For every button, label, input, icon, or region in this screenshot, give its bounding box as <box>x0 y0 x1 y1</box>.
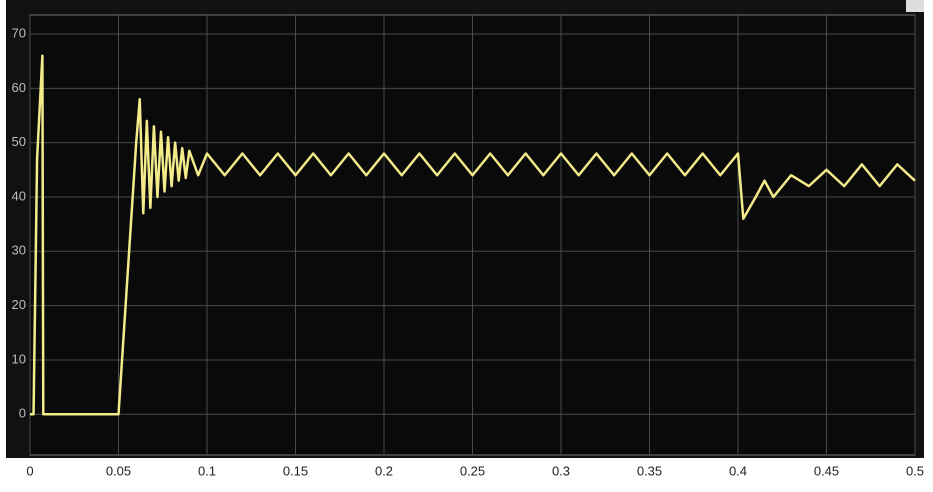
y-tick-label: 70 <box>12 25 26 40</box>
x-tick-label: 0.4 <box>729 463 747 478</box>
scope: 0 10 20 30 40 50 60 70 0 0.05 0.1 0.15 0.2 0.25 0.3 0.3… <box>0 0 933 492</box>
y-tick-label: 50 <box>12 134 26 149</box>
y-tick-label: 40 <box>12 188 26 203</box>
x-tick-label: 0.3 <box>552 463 570 478</box>
x-tick-label: 0.5 <box>906 463 924 478</box>
expand-button[interactable] <box>906 0 924 12</box>
x-tick-label: 0.05 <box>106 463 131 478</box>
y-tick-label: 10 <box>12 351 26 366</box>
y-tick-label: 60 <box>12 80 26 95</box>
y-tick-label: 0 <box>19 406 26 421</box>
x-tick-label: 0 <box>26 463 33 478</box>
x-tick-label: 0.25 <box>460 463 485 478</box>
x-tick-label: 0.2 <box>375 463 393 478</box>
y-tick-label: 30 <box>12 243 26 258</box>
x-tick-label: 0.1 <box>198 463 216 478</box>
x-tick-label: 0.35 <box>637 463 662 478</box>
y-tick-label: 20 <box>12 297 26 312</box>
x-tick-label: 0.15 <box>283 463 308 478</box>
x-tick-label: 0.45 <box>814 463 839 478</box>
